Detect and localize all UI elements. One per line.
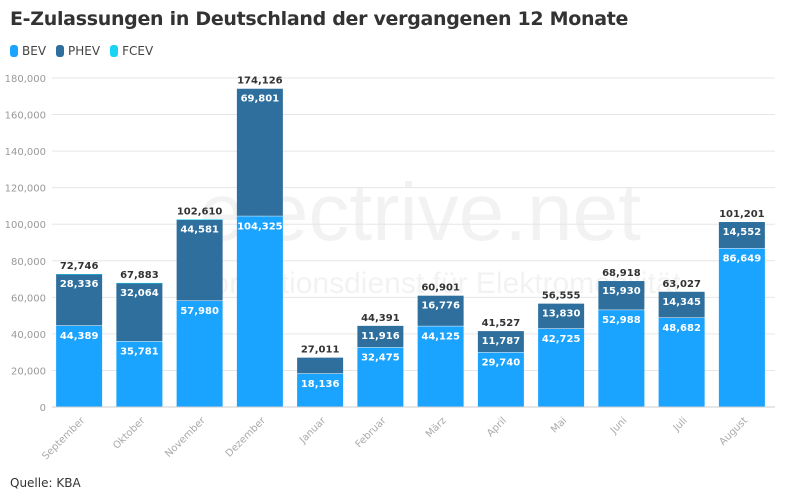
bar-fcev xyxy=(56,274,103,275)
data-label: 29,740 xyxy=(482,358,521,369)
data-label: 35,781 xyxy=(120,347,159,358)
bar-bev xyxy=(297,373,344,407)
total-label: 41,527 xyxy=(482,318,521,329)
data-label: 48,682 xyxy=(662,323,701,334)
bar-bev xyxy=(357,347,404,407)
total-label: 67,883 xyxy=(120,270,159,281)
total-label: 101,201 xyxy=(719,209,765,220)
total-label: 60,901 xyxy=(421,283,460,294)
y-tick-label: 60,000 xyxy=(11,293,46,304)
data-label: 44,581 xyxy=(180,225,219,236)
total-label: 27,011 xyxy=(301,345,340,356)
total-label: 56,555 xyxy=(542,291,581,302)
total-label: 174,126 xyxy=(237,76,283,87)
legend-label: BEV xyxy=(22,44,47,58)
legend-swatch xyxy=(56,45,65,57)
y-tick-label: 40,000 xyxy=(11,330,46,341)
bar-bev xyxy=(538,328,585,407)
bar-phev xyxy=(176,219,223,301)
y-tick-label: 140,000 xyxy=(5,147,46,158)
bar-phev xyxy=(297,357,344,374)
bar-phev xyxy=(357,325,404,348)
data-label: 14,552 xyxy=(723,227,762,238)
x-tick-label: November xyxy=(163,415,208,460)
legend-swatch xyxy=(110,45,119,57)
y-tick-label: 100,000 xyxy=(5,220,46,231)
data-label: 16,776 xyxy=(421,301,460,312)
x-tick-label: Oktober xyxy=(111,415,148,452)
bar-fcev xyxy=(116,282,163,284)
legend-label: PHEV xyxy=(68,44,101,58)
chart-title: E-Zulassungen in Deutschland der vergang… xyxy=(10,8,629,30)
data-label: 15,930 xyxy=(602,286,641,297)
data-label: 86,649 xyxy=(723,254,762,265)
legend-item-phev[interactable]: PHEV xyxy=(56,44,100,58)
bar-bev xyxy=(417,326,464,407)
bar-phev xyxy=(477,331,524,353)
bar-phev xyxy=(598,281,645,310)
bar-bev xyxy=(718,248,765,407)
y-tick-label: 80,000 xyxy=(11,257,46,268)
bar-bev xyxy=(658,318,705,407)
data-label: 11,787 xyxy=(482,336,521,347)
legend: BEV PHEV FCEV xyxy=(10,44,153,58)
data-label: 32,475 xyxy=(361,353,400,364)
data-label: 13,830 xyxy=(542,309,581,320)
data-label: 11,916 xyxy=(361,331,400,342)
legend-item-fcev[interactable]: FCEV xyxy=(110,44,153,58)
x-tick-label: September xyxy=(40,415,87,462)
bar-phev xyxy=(236,88,283,216)
x-tick-label: Dezember xyxy=(224,415,269,460)
legend-label: FCEV xyxy=(122,44,154,58)
bar-phev xyxy=(116,282,163,342)
y-tick-label: 180,000 xyxy=(5,74,46,85)
bar-bev xyxy=(56,325,103,407)
data-label: 18,136 xyxy=(301,379,340,390)
bar-bev xyxy=(477,352,524,407)
y-tick-label: 0 xyxy=(40,403,46,414)
bar-phev xyxy=(56,274,103,326)
bar-phev xyxy=(658,291,705,318)
bar-bev xyxy=(598,310,645,407)
bar-bev xyxy=(116,341,163,407)
y-tick-label: 120,000 xyxy=(5,184,46,195)
bar-phev xyxy=(538,303,585,329)
legend-swatch xyxy=(10,45,18,57)
x-tick-label: Mai xyxy=(549,415,569,435)
legend-item-bev[interactable]: BEV xyxy=(10,44,46,58)
bar-phev xyxy=(718,222,765,249)
x-tick-label: Februar xyxy=(354,415,390,451)
bar-phev xyxy=(417,295,464,326)
x-tick-label: Juni xyxy=(608,415,630,437)
data-label: 52,988 xyxy=(602,315,641,326)
source-note: Quelle: KBA xyxy=(10,476,81,490)
data-label: 69,801 xyxy=(241,94,280,105)
x-tick-label: Januar xyxy=(297,415,329,447)
x-tick-label: August xyxy=(717,415,750,448)
data-label: 44,125 xyxy=(421,331,460,342)
data-label: 44,389 xyxy=(60,331,99,342)
total-label: 63,027 xyxy=(662,279,701,290)
bar-fcev xyxy=(176,219,223,220)
total-label: 68,918 xyxy=(602,268,641,279)
data-label: 57,980 xyxy=(180,306,219,317)
total-label: 72,746 xyxy=(60,261,99,272)
total-label: 102,610 xyxy=(177,206,223,217)
data-label: 32,064 xyxy=(120,288,159,299)
y-tick-label: 160,000 xyxy=(5,111,46,122)
data-label: 28,336 xyxy=(60,279,99,290)
bar-bev xyxy=(236,216,283,407)
x-tick-label: April xyxy=(485,415,509,439)
data-label: 14,345 xyxy=(662,297,701,308)
x-tick-label: März xyxy=(424,415,449,440)
y-tick-label: 20,000 xyxy=(11,366,46,377)
data-label: 42,725 xyxy=(542,334,581,345)
bar-bev xyxy=(176,301,223,407)
total-label: 44,391 xyxy=(361,313,400,324)
x-tick-label: Juli xyxy=(671,415,690,434)
data-label: 104,325 xyxy=(237,221,283,232)
